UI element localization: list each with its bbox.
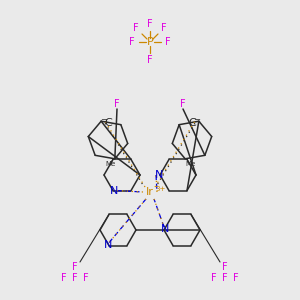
Text: F: F (233, 273, 239, 283)
Text: P: P (147, 37, 153, 47)
Text: =: = (193, 116, 200, 125)
Text: F: F (83, 273, 89, 283)
Text: F: F (222, 273, 228, 283)
Text: F: F (180, 99, 186, 109)
Text: F: F (147, 55, 153, 65)
Text: N: N (104, 240, 112, 250)
Text: F: F (61, 273, 67, 283)
Text: Ir: Ir (146, 187, 154, 197)
Text: Me: Me (105, 161, 115, 167)
Text: F: F (72, 262, 78, 272)
Text: =: = (100, 116, 107, 125)
Text: F: F (165, 37, 171, 47)
Text: F: F (211, 273, 217, 283)
Text: N: N (110, 186, 118, 196)
Text: Me: Me (185, 161, 195, 167)
Text: C: C (188, 118, 196, 128)
Text: F: F (129, 37, 135, 47)
Text: N: N (161, 224, 169, 234)
Text: N: N (155, 170, 163, 180)
Text: F: F (222, 262, 228, 272)
Text: 3+: 3+ (156, 186, 166, 192)
Text: F: F (161, 23, 167, 33)
Text: F: F (114, 99, 120, 109)
Text: F: F (72, 273, 78, 283)
Text: F: F (147, 19, 153, 29)
Text: C: C (104, 118, 112, 128)
Text: F: F (133, 23, 139, 33)
